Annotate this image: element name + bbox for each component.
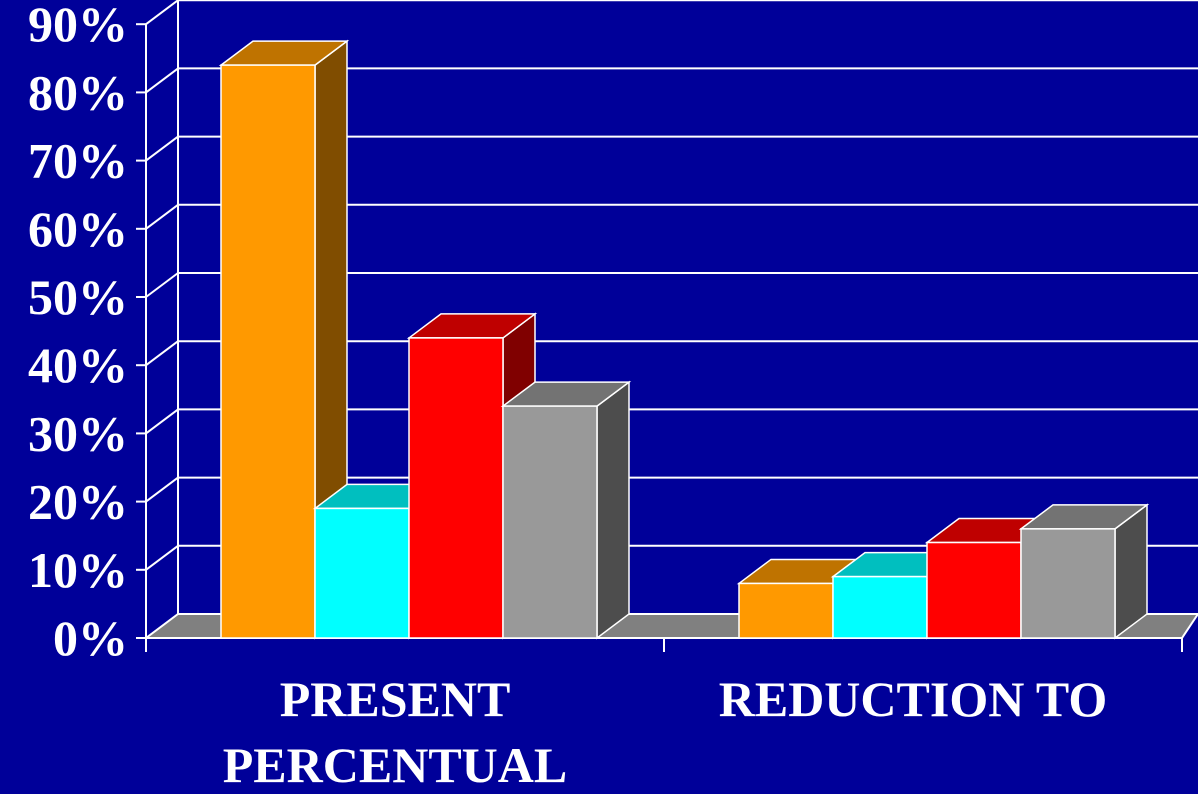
y-tick-label: 70%: [28, 133, 128, 189]
bar: [220, 64, 316, 639]
y-tick-label: 50%: [28, 269, 128, 325]
gridline-depth: [145, 272, 179, 298]
y-tick-label: 0%: [53, 610, 128, 666]
y-tick-label: 80%: [28, 64, 128, 120]
y-tick-labels: 0% 10% 20% 30% 40% 50% 60% 70% 80% 90%: [28, 0, 128, 666]
gridline-depth: [145, 135, 179, 162]
bar-side: [596, 380, 630, 640]
gridline-depth: [145, 476, 179, 503]
gridlines: [145, 0, 1198, 614]
x-category-label: PRESENT: [280, 671, 511, 727]
gridline-depth: [145, 544, 179, 571]
bar: [502, 405, 598, 639]
bar: [738, 582, 834, 639]
bar: [926, 541, 1022, 639]
x-category-label: PERCENTUAL: [223, 737, 567, 793]
y-tick-label: 90%: [28, 0, 128, 52]
bar: [832, 575, 928, 639]
gridline-depth: [145, 408, 179, 435]
bar: [408, 337, 504, 639]
gridline-depth: [145, 0, 179, 26]
bars: [218, 39, 1150, 640]
y-tick-label: 60%: [28, 201, 128, 257]
y-tick-label: 20%: [28, 474, 128, 530]
gridline-depth: [145, 67, 179, 94]
x-category-label: REDUCTION TO: [719, 671, 1108, 727]
x-category-labels: PRESENT PERCENTUAL REDUCTION TO: [223, 671, 1108, 793]
gridline-depth: [145, 340, 179, 367]
bar: [314, 507, 410, 639]
y-tick-label: 10%: [28, 542, 128, 598]
bar: [1020, 528, 1116, 639]
y-tick-label: 30%: [28, 405, 128, 461]
y-tick-label: 40%: [28, 337, 128, 393]
gridline-depth: [145, 204, 179, 230]
